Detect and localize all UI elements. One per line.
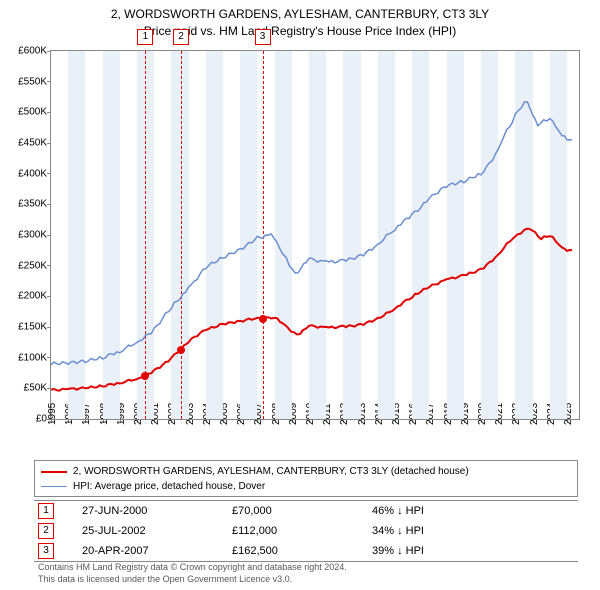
event-point xyxy=(177,346,185,354)
y-axis-label: £250K xyxy=(18,260,47,271)
event-diff: 46% ↓ HPI xyxy=(372,505,578,517)
series-layer xyxy=(51,51,579,419)
y-axis-label: £150K xyxy=(18,322,47,333)
event-price: £112,000 xyxy=(232,525,372,537)
event-row: 1 27-JUN-2000 £70,000 46% ↓ HPI xyxy=(34,501,578,521)
events-table: 1 27-JUN-2000 £70,000 46% ↓ HPI 2 25-JUL… xyxy=(34,500,578,562)
event-number-badge: 1 xyxy=(38,503,54,519)
y-axis-label: £50K xyxy=(24,383,47,394)
event-row: 2 25-JUL-2002 £112,000 34% ↓ HPI xyxy=(34,521,578,541)
event-marker-badge: 2 xyxy=(173,29,189,45)
event-date: 20-APR-2007 xyxy=(82,545,232,557)
y-axis-label: £500K xyxy=(18,107,47,118)
series-property xyxy=(51,229,572,391)
y-axis-label: £100K xyxy=(18,352,47,363)
event-diff: 34% ↓ HPI xyxy=(372,525,578,537)
event-price: £162,500 xyxy=(232,545,372,557)
event-date: 25-JUL-2002 xyxy=(82,525,232,537)
footnote-line: This data is licensed under the Open Gov… xyxy=(38,574,574,586)
event-number-badge: 2 xyxy=(38,523,54,539)
chart-title: 2, WORDSWORTH GARDENS, AYLESHAM, CANTERB… xyxy=(0,0,600,23)
price-chart: £0£50K£100K£150K£200K£250K£300K£350K£400… xyxy=(50,50,580,420)
y-axis-label: £200K xyxy=(18,291,47,302)
y-axis-label: £550K xyxy=(18,76,47,87)
footnote-line: Contains HM Land Registry data © Crown c… xyxy=(38,562,574,574)
event-price: £70,000 xyxy=(232,505,372,517)
y-axis-label: £0 xyxy=(36,414,47,425)
y-axis-label: £350K xyxy=(18,199,47,210)
chart-subtitle: Price paid vs. HM Land Registry's House … xyxy=(0,23,600,40)
legend-swatch xyxy=(41,471,67,473)
event-number-badge: 3 xyxy=(38,543,54,559)
legend-item-property: 2, WORDSWORTH GARDENS, AYLESHAM, CANTERB… xyxy=(41,464,571,479)
legend-swatch xyxy=(41,486,67,487)
y-axis-label: £600K xyxy=(18,46,47,57)
event-date: 27-JUN-2000 xyxy=(82,505,232,517)
chart-legend: 2, WORDSWORTH GARDENS, AYLESHAM, CANTERB… xyxy=(34,460,578,497)
y-axis-label: £450K xyxy=(18,138,47,149)
legend-item-hpi: HPI: Average price, detached house, Dove… xyxy=(41,479,571,494)
event-marker-badge: 3 xyxy=(255,29,271,45)
event-point xyxy=(141,372,149,380)
event-marker-badge: 1 xyxy=(137,29,153,45)
y-axis-label: £400K xyxy=(18,168,47,179)
footnote: Contains HM Land Registry data © Crown c… xyxy=(34,562,578,585)
event-row: 3 20-APR-2007 £162,500 39% ↓ HPI xyxy=(34,541,578,561)
event-point xyxy=(259,315,267,323)
legend-label: 2, WORDSWORTH GARDENS, AYLESHAM, CANTERB… xyxy=(73,464,469,479)
y-axis-label: £300K xyxy=(18,230,47,241)
legend-label: HPI: Average price, detached house, Dove… xyxy=(73,479,265,494)
event-diff: 39% ↓ HPI xyxy=(372,545,578,557)
